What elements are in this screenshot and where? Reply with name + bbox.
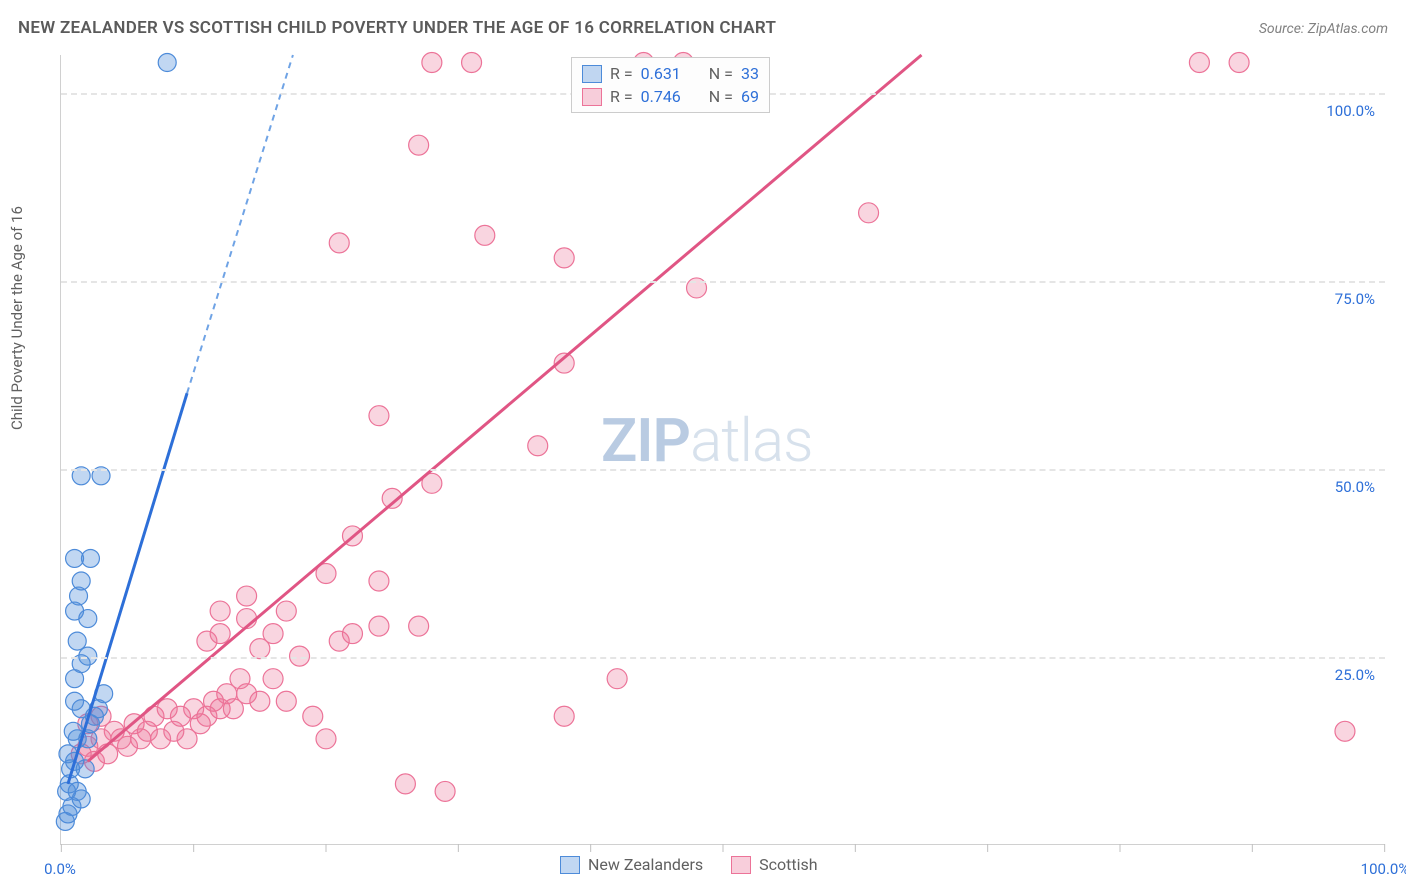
data-point: [76, 760, 94, 778]
data-point: [316, 729, 336, 749]
data-point: [395, 774, 415, 794]
data-point: [210, 624, 230, 644]
gridline-h: [61, 469, 1385, 471]
data-point: [475, 225, 495, 245]
data-point: [263, 669, 283, 689]
chart-header: NEW ZEALANDER VS SCOTTISH CHILD POVERTY …: [18, 18, 1388, 38]
data-point: [369, 616, 389, 636]
data-point: [369, 571, 389, 591]
correlation-legend: R = 0.631 N = 33 R = 0.746 N = 69: [571, 57, 770, 113]
gridline-h: [61, 657, 1385, 659]
data-point: [342, 624, 362, 644]
data-point: [554, 248, 574, 268]
chart-title: NEW ZEALANDER VS SCOTTISH CHILD POVERTY …: [18, 18, 776, 38]
data-point: [1335, 721, 1355, 741]
data-point: [435, 781, 455, 801]
x-tick-label-right: 100.0%: [1361, 860, 1406, 878]
data-point: [263, 624, 283, 644]
data-point: [554, 706, 574, 726]
swatch-pink: [582, 88, 602, 106]
x-tick-label-left: 0.0%: [44, 860, 76, 878]
data-point: [303, 706, 323, 726]
swatch-blue-icon: [560, 856, 580, 874]
y-tick-label: 25.0%: [1335, 666, 1375, 684]
scatter-plot: ZIPatlas R = 0.631 N = 33 R = 0.746 N = …: [60, 55, 1385, 845]
data-point: [237, 586, 257, 606]
data-point: [250, 691, 270, 711]
data-point: [72, 572, 90, 590]
data-point: [462, 53, 482, 73]
data-point: [66, 692, 84, 710]
legend-row-nz: R = 0.631 N = 33: [582, 62, 759, 85]
data-point: [369, 406, 389, 426]
data-point: [66, 549, 84, 567]
swatch-blue: [582, 65, 602, 83]
source-attribution: Source: ZipAtlas.com: [1259, 21, 1388, 37]
y-axis-label: Child Poverty Under the Age of 16: [8, 206, 26, 430]
legend-item-scottish: Scottish: [731, 855, 817, 874]
data-point: [68, 632, 86, 650]
data-point: [276, 691, 296, 711]
data-point: [859, 203, 879, 223]
data-point: [158, 54, 176, 72]
y-tick-label: 100.0%: [1326, 102, 1375, 120]
legend-row-scottish: R = 0.746 N = 69: [582, 85, 759, 108]
swatch-pink-icon: [731, 856, 751, 874]
data-point: [607, 669, 627, 689]
data-point: [528, 436, 548, 456]
y-tick-label: 75.0%: [1335, 290, 1375, 308]
data-point: [1189, 53, 1209, 73]
data-point: [422, 53, 442, 73]
data-point: [409, 135, 429, 155]
data-point: [81, 549, 99, 567]
data-point: [210, 601, 230, 621]
plot-svg: [61, 55, 1385, 844]
data-point: [79, 610, 97, 628]
data-point: [329, 233, 349, 253]
legend-item-nz: New Zealanders: [560, 855, 703, 874]
series-legend: New Zealanders Scottish: [560, 855, 818, 874]
gridline-h: [61, 281, 1385, 283]
data-point: [72, 790, 90, 808]
y-tick-label: 50.0%: [1335, 478, 1375, 496]
data-point: [1229, 53, 1249, 73]
data-point: [409, 616, 429, 636]
data-point: [276, 601, 296, 621]
